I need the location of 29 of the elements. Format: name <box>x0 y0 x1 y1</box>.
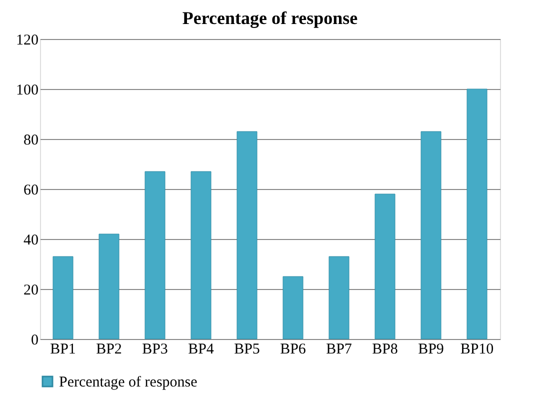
bar <box>282 276 304 340</box>
x-tick-label: BP5 <box>234 342 260 358</box>
y-tick-label: 40 <box>24 232 38 248</box>
y-tick-label: 80 <box>24 132 38 148</box>
x-tick-label: BP4 <box>188 342 214 358</box>
bar <box>98 234 120 340</box>
bar <box>144 171 166 340</box>
y-tick-label: 20 <box>24 282 38 298</box>
bar <box>466 88 488 340</box>
bar <box>374 194 396 340</box>
bar <box>190 171 212 340</box>
x-tick-label: BP6 <box>280 342 306 358</box>
x-tick-label: BP1 <box>50 342 76 358</box>
bar <box>236 131 258 340</box>
x-tick-label: BP7 <box>326 342 352 358</box>
chart-title: Percentage of response <box>182 8 358 28</box>
bar <box>328 256 350 340</box>
y-tick-label: 120 <box>16 32 38 48</box>
bar <box>52 256 74 340</box>
x-tick-label: BP10 <box>460 342 494 358</box>
x-tick-label: BP8 <box>372 342 398 358</box>
x-tick-label: BP3 <box>142 342 168 358</box>
y-tick-label: 0 <box>31 332 38 348</box>
bar <box>420 131 442 340</box>
y-tick-label: 100 <box>16 82 38 98</box>
y-tick-label: 60 <box>24 182 38 198</box>
x-tick-label: BP9 <box>418 342 444 358</box>
x-tick-label: BP2 <box>96 342 122 358</box>
legend-label: Percentage of response <box>59 374 198 390</box>
